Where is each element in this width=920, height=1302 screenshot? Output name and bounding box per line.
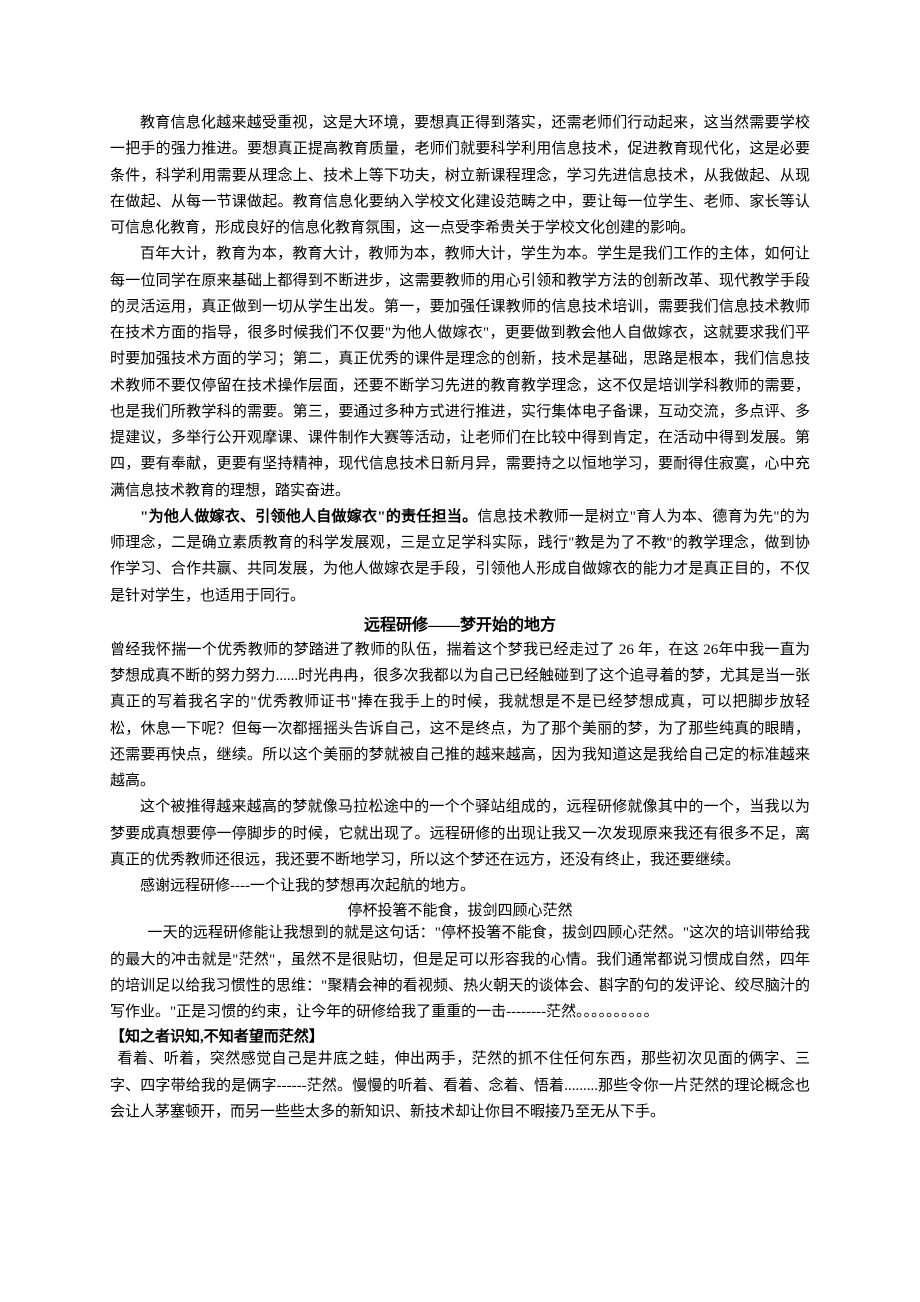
paragraph-2: 百年大计，教育为本，教育大计，教师为本，教师大计，学生为本。学生是我们工作的主体… bbox=[110, 241, 810, 504]
paragraph-1: 教育信息化越来越受重视，这是大环境，要想真正得到落实，还需老师们行动起来，这当然… bbox=[110, 110, 810, 241]
bold-lead: "为他人做嫁衣、引领他人自做嫁衣"的责任担当。 bbox=[140, 509, 477, 525]
section-title-1: 远程研修——梦开始的地方 bbox=[110, 611, 810, 635]
document-page: 教育信息化越来越受重视，这是大环境，要想真正得到落实，还需老师们行动起来，这当然… bbox=[0, 0, 920, 1235]
paragraph-8: 看着、听着，突然感觉自己是井底之蛙，伸出两手，茫然的抓不住任何东西，那些初次见面… bbox=[110, 1046, 810, 1125]
paragraph-7: 一天的远程研修能让我想到的就是这句话："停杯投箸不能食，拔剑四顾心茫然。"这次的… bbox=[110, 920, 810, 1025]
subtitle-1: 停杯投箸不能食，拔剑四顾心茫然 bbox=[110, 899, 810, 920]
paragraph-4: 曾经我怀揣一个优秀教师的梦踏进了教师的队伍，揣着这个梦我已经走过了 26 年，在… bbox=[110, 637, 810, 795]
paragraph-3: "为他人做嫁衣、引领他人自做嫁衣"的责任担当。信息技术教师一是树立"育人为本、德… bbox=[110, 504, 810, 609]
paragraph-6: 感谢远程研修----一个让我的梦想再次起航的地方。 bbox=[110, 873, 810, 899]
section-heading-bracket: 【知之者识知,不知者望而茫然】 bbox=[110, 1025, 810, 1046]
paragraph-5: 这个被推得越来越高的梦就像马拉松途中的一个个驿站组成的，远程研修就像其中的一个，… bbox=[110, 794, 810, 873]
